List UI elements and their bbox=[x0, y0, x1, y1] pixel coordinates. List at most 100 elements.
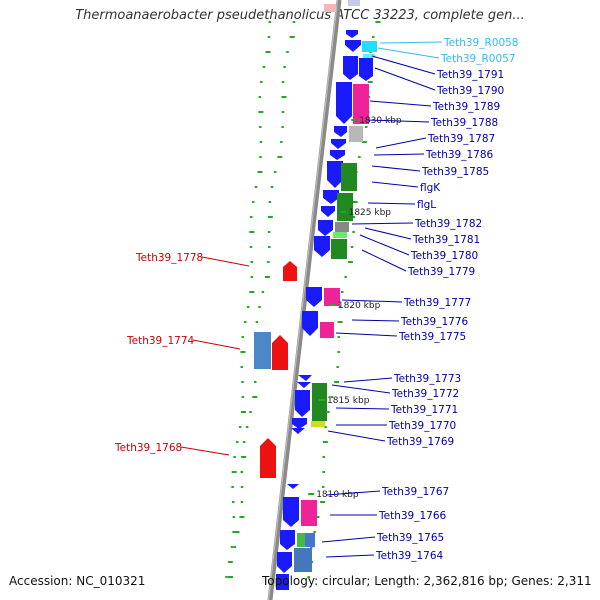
gene-label[interactable]: Teth39_1788 bbox=[430, 117, 498, 129]
gene-block bbox=[349, 126, 363, 142]
gene-label[interactable]: Teth39_1764 bbox=[375, 550, 444, 562]
gene-arrow bbox=[298, 375, 312, 381]
kbp-tick-label: 1830 kbp bbox=[359, 116, 402, 126]
gene-label[interactable]: Teth39_1781 bbox=[412, 234, 480, 246]
gene-label[interactable]: Teth39_1767 bbox=[381, 486, 449, 498]
gene-arrow bbox=[346, 30, 358, 38]
gene-arrow bbox=[272, 335, 288, 370]
label-leader-line bbox=[374, 67, 436, 91]
gene-label[interactable]: Teth39_1776 bbox=[400, 316, 469, 328]
gene-arrow bbox=[334, 126, 347, 137]
gene-arrow bbox=[292, 418, 307, 429]
kbp-ticks: 1830 kbp 1825 kbp 1820 kbp 1815 kbp 1810 kbp bbox=[308, 116, 402, 500]
gene-label[interactable]: Teth39_1772 bbox=[391, 388, 459, 400]
map-title: Thermoanaerobacter pseudethanolicus ATCC… bbox=[75, 8, 525, 23]
gene-arrow bbox=[318, 220, 333, 236]
gene-label[interactable]: Teth39_1777 bbox=[403, 297, 471, 309]
kbp-tick-label: 1815 kbp bbox=[327, 396, 370, 406]
gene-arrow bbox=[280, 530, 295, 550]
label-leader-line bbox=[371, 181, 419, 188]
label-leader-line bbox=[180, 446, 230, 456]
gene-label[interactable]: Teth39_R0058 bbox=[443, 37, 519, 49]
label-leader-line bbox=[361, 249, 407, 272]
gene-arrow bbox=[330, 150, 345, 160]
kbp-tick-label: 1820 kbp bbox=[338, 301, 381, 311]
gene-label[interactable]: Teth39_1787 bbox=[427, 133, 495, 145]
gene-arrow bbox=[297, 382, 311, 388]
gene-label[interactable]: Teth39_1782 bbox=[414, 218, 482, 230]
gene-block bbox=[301, 500, 317, 526]
label-leader-line bbox=[375, 137, 427, 149]
gc-content-track bbox=[225, 21, 381, 578]
gene-arrow bbox=[260, 438, 276, 478]
gene-label[interactable]: Teth39_1775 bbox=[398, 331, 466, 343]
gene-label[interactable]: Teth39_1771 bbox=[390, 404, 458, 416]
faded-feature-top bbox=[348, 0, 360, 6]
kbp-tick-label: 1825 kbp bbox=[349, 208, 392, 218]
label-leader-line bbox=[335, 407, 390, 410]
gene-label[interactable]: Teth39_1789 bbox=[432, 101, 500, 113]
gene-label[interactable]: Teth39_1774 bbox=[126, 335, 195, 347]
topology-label: Topology: circular; Length: 2,362,816 bp… bbox=[262, 574, 592, 588]
gene-label[interactable]: Teth39_1779 bbox=[407, 266, 475, 278]
label-leader-line bbox=[359, 234, 410, 256]
label-leader-line bbox=[351, 222, 414, 225]
gene-label[interactable]: Teth39_1769 bbox=[386, 436, 454, 448]
gene-block bbox=[305, 533, 315, 547]
gene-block bbox=[320, 322, 334, 338]
gene-block bbox=[337, 193, 353, 221]
label-leader-line bbox=[379, 41, 443, 44]
genome-backbone bbox=[267, 0, 342, 600]
rna-gene bbox=[363, 54, 375, 58]
gene-label[interactable]: Teth39_1768 bbox=[114, 442, 182, 454]
accession-label: Accession: NC_010321 bbox=[9, 574, 146, 588]
right-label-leaders: Teth39_R0058 Teth39_R0057 Teth39_1791 Teth3… bbox=[321, 37, 519, 562]
gene-block bbox=[341, 163, 357, 191]
label-leader-line bbox=[364, 227, 412, 240]
gene-arrow bbox=[295, 390, 310, 417]
gene-arrow bbox=[314, 236, 330, 257]
label-leader-line bbox=[321, 536, 376, 543]
gene-label[interactable]: flgL bbox=[417, 199, 436, 211]
left-label-leaders: Teth39_1778 Teth39_1774 Teth39_1768 bbox=[114, 252, 250, 456]
gene-label[interactable]: Teth39_1765 bbox=[376, 532, 444, 544]
gene-block bbox=[324, 288, 340, 306]
gene-arrow bbox=[323, 190, 339, 204]
gene-block bbox=[353, 84, 369, 124]
gene-label[interactable]: Teth39_1778 bbox=[135, 252, 203, 264]
gene-label[interactable]: Teth39_1786 bbox=[425, 149, 494, 161]
reverse-strand-genes bbox=[254, 261, 297, 478]
gene-block bbox=[333, 232, 347, 238]
gene-block bbox=[335, 222, 349, 232]
gene-label[interactable]: Teth39_R0057 bbox=[440, 53, 516, 65]
gene-block bbox=[311, 421, 325, 427]
gene-arrow bbox=[287, 484, 299, 489]
label-leader-line bbox=[325, 554, 375, 558]
gene-label[interactable]: flgK bbox=[420, 182, 441, 194]
gene-label[interactable]: Teth39_1785 bbox=[421, 166, 489, 178]
gene-arrow bbox=[359, 58, 373, 81]
label-leader-line bbox=[369, 100, 432, 107]
gene-arrow bbox=[291, 428, 305, 434]
gene-arrow bbox=[277, 552, 292, 573]
gene-label[interactable]: Teth39_1770 bbox=[388, 420, 456, 432]
gene-label[interactable]: Teth39_1791 bbox=[436, 69, 504, 81]
gene-arrow bbox=[306, 287, 322, 307]
forward-strand-genes bbox=[276, 30, 377, 590]
gene-block bbox=[254, 332, 271, 369]
faded-feature-top bbox=[324, 4, 336, 12]
gene-label[interactable]: Teth39_1790 bbox=[436, 85, 504, 97]
label-leader-line bbox=[331, 384, 391, 394]
gene-arrow bbox=[283, 261, 297, 281]
gene-arrow bbox=[343, 56, 358, 80]
label-leader-line bbox=[192, 339, 241, 350]
gene-label[interactable]: Teth39_1766 bbox=[378, 510, 447, 522]
gene-label[interactable]: Teth39_1780 bbox=[410, 250, 478, 262]
kbp-tick-label: 1810 kbp bbox=[316, 490, 359, 500]
gene-label[interactable]: Teth39_1773 bbox=[393, 373, 461, 385]
label-leader-line bbox=[343, 377, 393, 383]
label-leader-line bbox=[371, 55, 436, 75]
gene-block bbox=[294, 548, 312, 572]
label-leader-line bbox=[373, 153, 425, 156]
